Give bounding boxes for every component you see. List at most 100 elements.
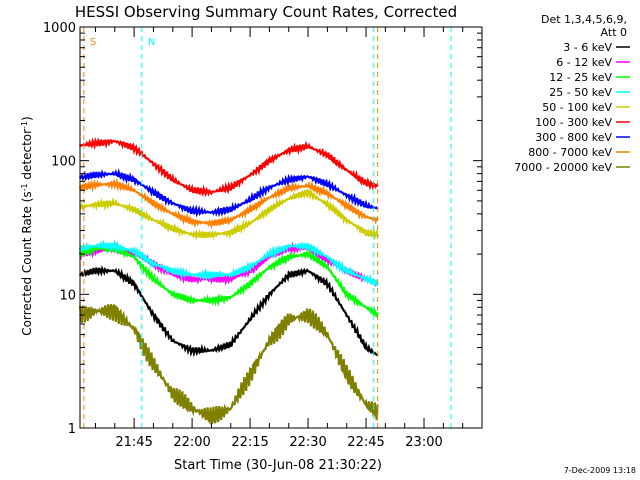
data-point — [229, 296, 232, 299]
x-tick-label: 22:30 — [289, 435, 326, 450]
data-point — [94, 183, 97, 186]
data-point — [171, 339, 174, 342]
series-0 — [79, 265, 379, 358]
data-point — [249, 266, 252, 268]
x-tick-label: 22:45 — [347, 435, 384, 450]
data-point — [268, 196, 271, 199]
svg-text:Corrected Count Rate (s-1 dete: Corrected Count Rate (s-1 detector-1) — [20, 116, 35, 335]
data-point — [133, 146, 136, 149]
data-point — [229, 407, 232, 410]
data-point — [365, 231, 367, 234]
legend-entry-label: 3 - 6 keV — [563, 41, 612, 54]
series-8 — [78, 303, 379, 425]
data-point — [365, 182, 367, 185]
data-point — [307, 314, 309, 316]
data-point — [133, 189, 136, 192]
data-point — [229, 231, 232, 234]
y-tick-label: 100 — [51, 155, 76, 170]
data-point — [365, 306, 367, 309]
data-point — [268, 293, 271, 296]
legend-entry-label: 25 - 50 keV — [549, 86, 612, 99]
data-point — [287, 273, 290, 276]
data-point — [307, 253, 309, 256]
data-point — [191, 299, 194, 302]
data-point — [113, 140, 116, 143]
data-point — [287, 178, 290, 181]
data-point — [94, 142, 97, 145]
legend-entry-label: 12 - 25 keV — [549, 71, 612, 84]
data-point — [326, 203, 329, 206]
data-point — [287, 318, 290, 321]
data-point — [345, 373, 348, 376]
data-point — [210, 416, 213, 419]
data-point — [268, 339, 271, 342]
x-tick-label: 22:00 — [173, 435, 210, 450]
data-point — [287, 187, 290, 190]
data-point — [191, 220, 194, 223]
data-point — [191, 407, 194, 410]
series-7 — [78, 177, 379, 230]
data-point — [307, 184, 309, 187]
data-point — [171, 227, 174, 230]
series-line-8 — [78, 303, 379, 425]
data-point — [113, 202, 116, 205]
data-point — [249, 222, 252, 225]
data-point — [171, 393, 174, 395]
data-point — [152, 162, 155, 165]
data-point — [229, 208, 232, 211]
data-point — [249, 198, 252, 201]
series-line-6 — [79, 167, 379, 218]
data-point — [171, 213, 174, 215]
data-point — [326, 266, 329, 268]
data-point — [133, 250, 136, 253]
data-point — [210, 273, 213, 276]
legend-header-line-2: Att 0 — [601, 26, 627, 39]
data-point — [191, 189, 194, 192]
data-point — [210, 191, 213, 194]
x-axis-label: Start Time (30-Jun-08 21:30:22) — [174, 458, 382, 473]
data-point — [133, 208, 136, 211]
chart-title: HESSI Observing Summary Count Rates, Cor… — [75, 3, 457, 21]
data-point — [133, 328, 136, 330]
data-point — [191, 349, 194, 352]
data-point — [307, 145, 309, 148]
data-point — [94, 269, 97, 272]
data-point — [210, 349, 213, 352]
data-point — [307, 175, 309, 178]
data-point — [171, 293, 174, 296]
data-point — [249, 282, 252, 285]
y-tick-label: 1000 — [43, 21, 76, 36]
data-point — [210, 299, 213, 302]
data-point — [152, 262, 155, 265]
series-line-7 — [78, 177, 378, 230]
data-point — [113, 172, 116, 175]
data-point — [326, 282, 329, 285]
data-point — [249, 318, 252, 321]
data-point — [268, 253, 271, 256]
data-point — [307, 269, 309, 272]
data-point — [307, 245, 309, 247]
data-point — [326, 259, 329, 262]
data-point — [365, 278, 367, 280]
data-point — [113, 310, 116, 312]
data-point — [191, 210, 194, 212]
data-point — [94, 203, 97, 206]
series-line-3 — [78, 239, 379, 287]
data-point — [171, 273, 174, 276]
data-point — [152, 191, 155, 194]
data-point — [229, 219, 232, 221]
data-point — [287, 247, 290, 250]
data-point — [249, 174, 252, 177]
data-point — [376, 411, 379, 414]
data-point — [287, 245, 290, 247]
data-point — [152, 219, 155, 221]
data-point — [210, 211, 213, 214]
data-point — [268, 208, 271, 211]
data-point — [376, 184, 379, 187]
data-point — [152, 202, 155, 205]
y-axis-label: Corrected Count Rate (s-1 detector-1) — [20, 116, 35, 335]
plot-series — [78, 137, 379, 425]
data-point — [133, 256, 136, 258]
